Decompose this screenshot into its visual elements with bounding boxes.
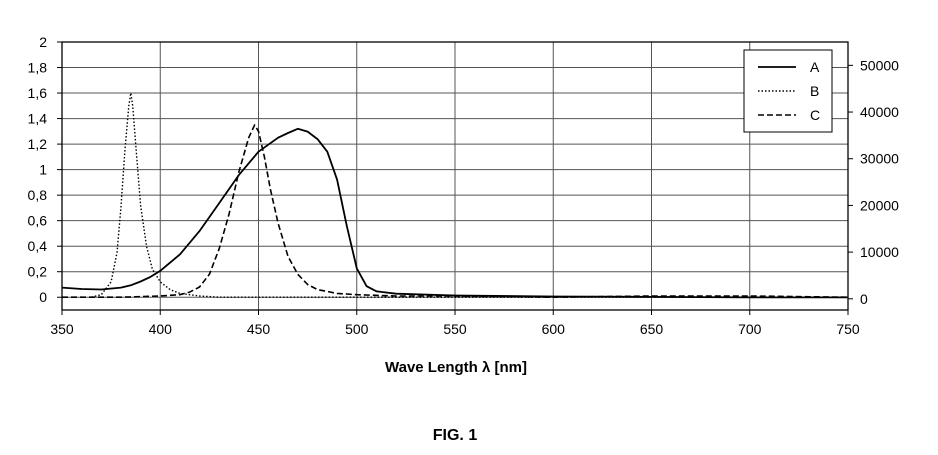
legend-label-b: B — [810, 83, 819, 99]
y2-tick-label: 10000 — [860, 244, 899, 260]
y2-tick-label: 20000 — [860, 197, 899, 213]
axes: 350 400 450 500 550 600 650 700 750 2 1,8 1,6 1,4 1,2… — [28, 34, 900, 337]
y-tick-label: 0,6 — [28, 213, 48, 229]
x-axis-label: Wave Length λ [nm] — [385, 359, 527, 376]
y-tick-label: 1 — [39, 162, 47, 178]
legend-label-c: C — [810, 107, 820, 123]
x-tick-label: 400 — [149, 321, 173, 337]
y2-tick-label: 0 — [860, 291, 868, 307]
series-a-line — [61, 127, 848, 299]
series-c-line — [62, 124, 849, 299]
x-tick-label: 450 — [247, 321, 271, 337]
y-tick-label: 1,2 — [28, 136, 48, 152]
x-tick-label: 700 — [738, 321, 762, 337]
y-tick-label: 1,6 — [28, 85, 48, 101]
series-b-line — [91, 92, 848, 298]
x-tick-label: 750 — [836, 321, 860, 337]
y-tick-label: 2 — [39, 34, 47, 50]
y-tick-label: 0 — [39, 289, 47, 305]
y-tick-label: 0,2 — [28, 264, 48, 280]
x-tick-label: 350 — [50, 321, 74, 337]
x-tick-label: 600 — [542, 321, 566, 337]
y-tick-label: 0,8 — [28, 187, 48, 203]
figure-caption: FIG. 1 — [433, 427, 478, 444]
legend-label-a: A — [810, 59, 820, 75]
y2-tick-label: 50000 — [860, 57, 899, 73]
y2-tick-label: 40000 — [860, 104, 899, 120]
y-tick-label: 1,4 — [28, 111, 48, 127]
legend: ABC — [743, 49, 833, 133]
y-tick-label: 1,8 — [28, 60, 48, 76]
series-layer — [61, 92, 849, 299]
x-tick-label: 650 — [640, 321, 664, 337]
plot-frame — [61, 41, 849, 311]
x-tick-label: 500 — [345, 321, 369, 337]
y-tick-label: 0,4 — [28, 238, 48, 254]
y2-tick-label: 30000 — [860, 151, 899, 167]
x-tick-label: 550 — [443, 321, 467, 337]
